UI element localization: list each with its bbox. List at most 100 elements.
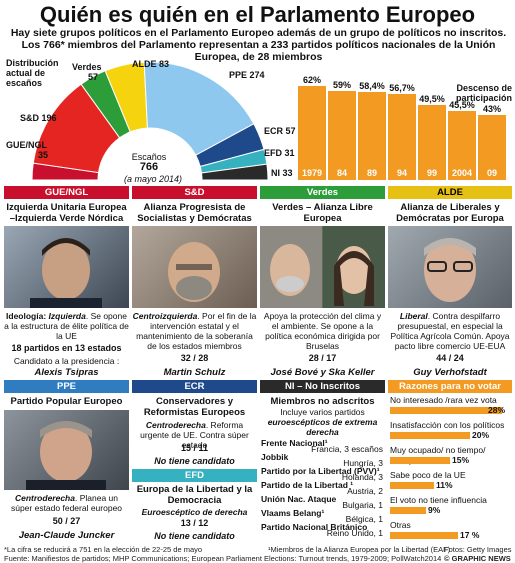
participation-bar <box>388 94 416 180</box>
reason-label: No interesado /rara vez vota <box>390 395 497 405</box>
desc-sd: Centroizquierda. Por el fin de la interv… <box>132 311 257 351</box>
ni-party: Partido por la Libertad (PVV)¹ <box>261 466 380 476</box>
reason-bar <box>390 507 426 514</box>
candidate-name-gue: Alexis Tsipras <box>34 367 99 378</box>
reason-bar <box>390 457 450 464</box>
candidate-label-gue: Candidato a la presidencia : <box>13 356 120 366</box>
stats-ppe: 50 / 27 <box>52 516 81 526</box>
title-efd: Europa de la Libertad y la Democracia <box>136 484 253 506</box>
seat-chart-label: Distribución actual de escaños <box>6 58 59 88</box>
participation-year: 1979 <box>301 168 323 178</box>
participation-bar <box>478 115 506 180</box>
header-ni: NI – No Inscritos <box>260 380 385 393</box>
stats-efd: 13 / 12 <box>180 518 209 528</box>
note-efd: No tiene candidato <box>154 531 235 541</box>
reason-bar <box>390 482 434 489</box>
page-title: Quién es quién en el Parlamento Europeo <box>39 2 476 27</box>
participation-year: 99 <box>426 168 437 178</box>
header-reasons: Razones para no votar <box>388 380 512 393</box>
seat-label-ecr: ECR 57 <box>264 126 296 136</box>
ni-country: Hungría, 3 <box>343 458 383 468</box>
header-verdes: Verdes <box>260 186 385 199</box>
graphic-news-credit: © GRAPHIC NEWS <box>444 554 511 563</box>
header-ppe: PPE <box>4 380 129 393</box>
sources: Fuente: Manifiestos de partidos; MHP Com… <box>4 554 442 563</box>
title-verdes: Verdes – Alianza Libre Europea <box>272 202 373 224</box>
ni-party: Jobbik <box>261 452 289 462</box>
ni-country: Austria, 2 <box>347 486 383 496</box>
participation-bar <box>328 91 356 180</box>
ni-party: Vlaams Belang¹ <box>261 508 325 518</box>
footnote-eaf: ¹Miembros de la Alianza Europea por la L… <box>268 545 451 554</box>
participation-bar <box>358 92 386 180</box>
reason-label: Otras <box>390 520 411 530</box>
desc-efd: Euroescéptico de derecha <box>141 507 248 517</box>
ni-sub2: euroescépticos de extrema derecha <box>267 417 378 437</box>
seat-total: Escaños 766 <box>131 152 167 173</box>
candidate-name-verdes: José Bové y Ska Keller <box>270 367 375 378</box>
participation-year: 09 <box>486 168 497 178</box>
header-efd: EFD <box>132 469 257 482</box>
photo-tsipras <box>4 226 129 308</box>
participation-value: 62% <box>302 75 321 85</box>
desc-gue: Ideología: Izquierda. Se opone a la estr… <box>4 311 129 341</box>
header-sd: S&D <box>132 186 257 199</box>
reason-percent: 9% <box>428 505 441 515</box>
candidate-name-ppe: Jean-Claude Juncker <box>18 530 115 541</box>
desc-ecr: Centroderecha. Reforma urgente de UE. Co… <box>140 420 249 450</box>
participation-bar <box>418 105 446 180</box>
photo-bove-keller <box>260 226 385 308</box>
reason-percent: 15% <box>452 455 470 465</box>
seat-label-ni: NI 33 <box>271 168 293 178</box>
participation-bar <box>298 86 326 180</box>
ni-party: Partido de la Libertad ¹ <box>261 480 354 490</box>
header-alde: ALDE <box>388 186 512 199</box>
participation-value: 59% <box>332 80 351 90</box>
title-alde: Alianza de Liberales y Demócratas por Eu… <box>396 202 504 224</box>
footnote-seats: *La cifra se reducirá a 751 en la elecci… <box>4 545 203 554</box>
participation-value: 43% <box>482 104 501 114</box>
participation-label: Descenso de participación <box>455 83 512 103</box>
reasons-chart: No interesado /rara vez vota 28% Insatisfa… <box>388 394 512 546</box>
reason-percent: 28% <box>488 405 506 415</box>
desc-verdes: Apoya la protección del clima y el ambie… <box>263 311 382 351</box>
intro-text: Hay siete grupos políticos en el Parlame… <box>10 27 507 63</box>
participation-year: 89 <box>366 168 377 178</box>
stats-alde: 44 / 24 <box>436 353 464 363</box>
title-ppe: Partido Popular Europeo <box>10 396 123 407</box>
seat-label-alde: ALDE 83 <box>132 59 170 69</box>
reason-label: Sabe poco de la UE <box>390 470 466 480</box>
seat-label-efd: EFD 31 <box>264 148 295 158</box>
ni-party: Partido Nacional Británico <box>261 522 368 532</box>
stats-sd: 32 / 28 <box>180 353 209 363</box>
photo-verhofstadt <box>388 226 512 308</box>
participation-value: 45,5% <box>449 100 475 110</box>
reason-label: Insatisfacción con los políticos <box>390 420 505 430</box>
reason-bar <box>390 407 502 414</box>
stats-verdes: 28 / 17 <box>308 353 337 363</box>
seat-label-gue: GUE/NGL 35 <box>6 140 49 160</box>
reason-percent: 11% <box>436 480 453 490</box>
ni-country: Francia, 3 escaños <box>311 444 383 454</box>
photo-juncker <box>4 410 129 490</box>
participation-value: 58,4% <box>359 81 385 91</box>
ni-party: Unión Nac. Ataque <box>261 494 337 504</box>
seat-label-verdes: Verdes 57 <box>72 62 102 82</box>
title-sd: Alianza Progresista de Socialistas y Dem… <box>137 202 252 224</box>
seat-hemicycle-chart <box>31 61 269 181</box>
photo-schulz <box>132 226 257 308</box>
title-ni: Miembros no adscritos <box>270 396 375 407</box>
seat-label-sd: S&D 196 <box>20 113 57 123</box>
title-ecr: Conservadores y Reformistas Europeos <box>143 396 246 418</box>
desc-alde: Liberal. Contra despilfarro presupuestal… <box>390 311 510 351</box>
desc-ppe: Centroderecha. Planea un súper estado fe… <box>10 493 123 513</box>
ni-sub1: Incluye varios partidos <box>280 407 365 417</box>
photo-credit: Fotos: Getty Images <box>444 545 512 554</box>
ni-country: Holanda, 3 <box>341 472 383 482</box>
header-gue: GUE/NGL <box>4 186 129 199</box>
reason-bar <box>390 432 470 439</box>
ni-country: Bulgaria, 1 <box>342 500 383 510</box>
header-ecr: ECR <box>132 380 257 393</box>
stats-gue: 18 partidos en 13 estados <box>11 343 122 353</box>
participation-bar <box>448 111 476 180</box>
